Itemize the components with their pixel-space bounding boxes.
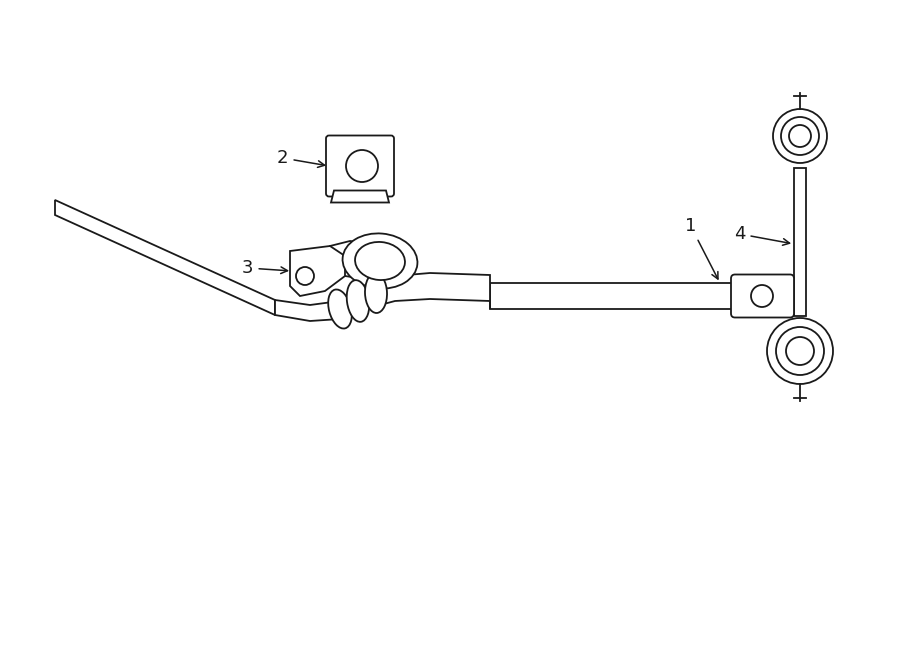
Text: 2: 2: [277, 149, 325, 167]
Circle shape: [296, 267, 314, 285]
Polygon shape: [55, 200, 275, 315]
Polygon shape: [330, 241, 365, 279]
Circle shape: [767, 318, 833, 384]
Polygon shape: [331, 190, 389, 202]
Text: 4: 4: [734, 225, 789, 245]
Polygon shape: [275, 273, 490, 321]
Text: 1: 1: [685, 217, 718, 279]
Ellipse shape: [328, 290, 352, 329]
Ellipse shape: [355, 242, 405, 280]
FancyBboxPatch shape: [326, 136, 394, 196]
FancyBboxPatch shape: [731, 274, 794, 317]
Polygon shape: [490, 283, 735, 309]
Ellipse shape: [346, 280, 369, 322]
Polygon shape: [794, 168, 806, 316]
Ellipse shape: [365, 273, 387, 313]
Circle shape: [789, 125, 811, 147]
Circle shape: [751, 285, 773, 307]
Circle shape: [773, 109, 827, 163]
Circle shape: [776, 327, 824, 375]
Polygon shape: [290, 246, 345, 296]
Circle shape: [346, 150, 378, 182]
Circle shape: [786, 337, 814, 365]
Text: 3: 3: [242, 259, 287, 277]
Ellipse shape: [343, 233, 418, 289]
Circle shape: [781, 117, 819, 155]
